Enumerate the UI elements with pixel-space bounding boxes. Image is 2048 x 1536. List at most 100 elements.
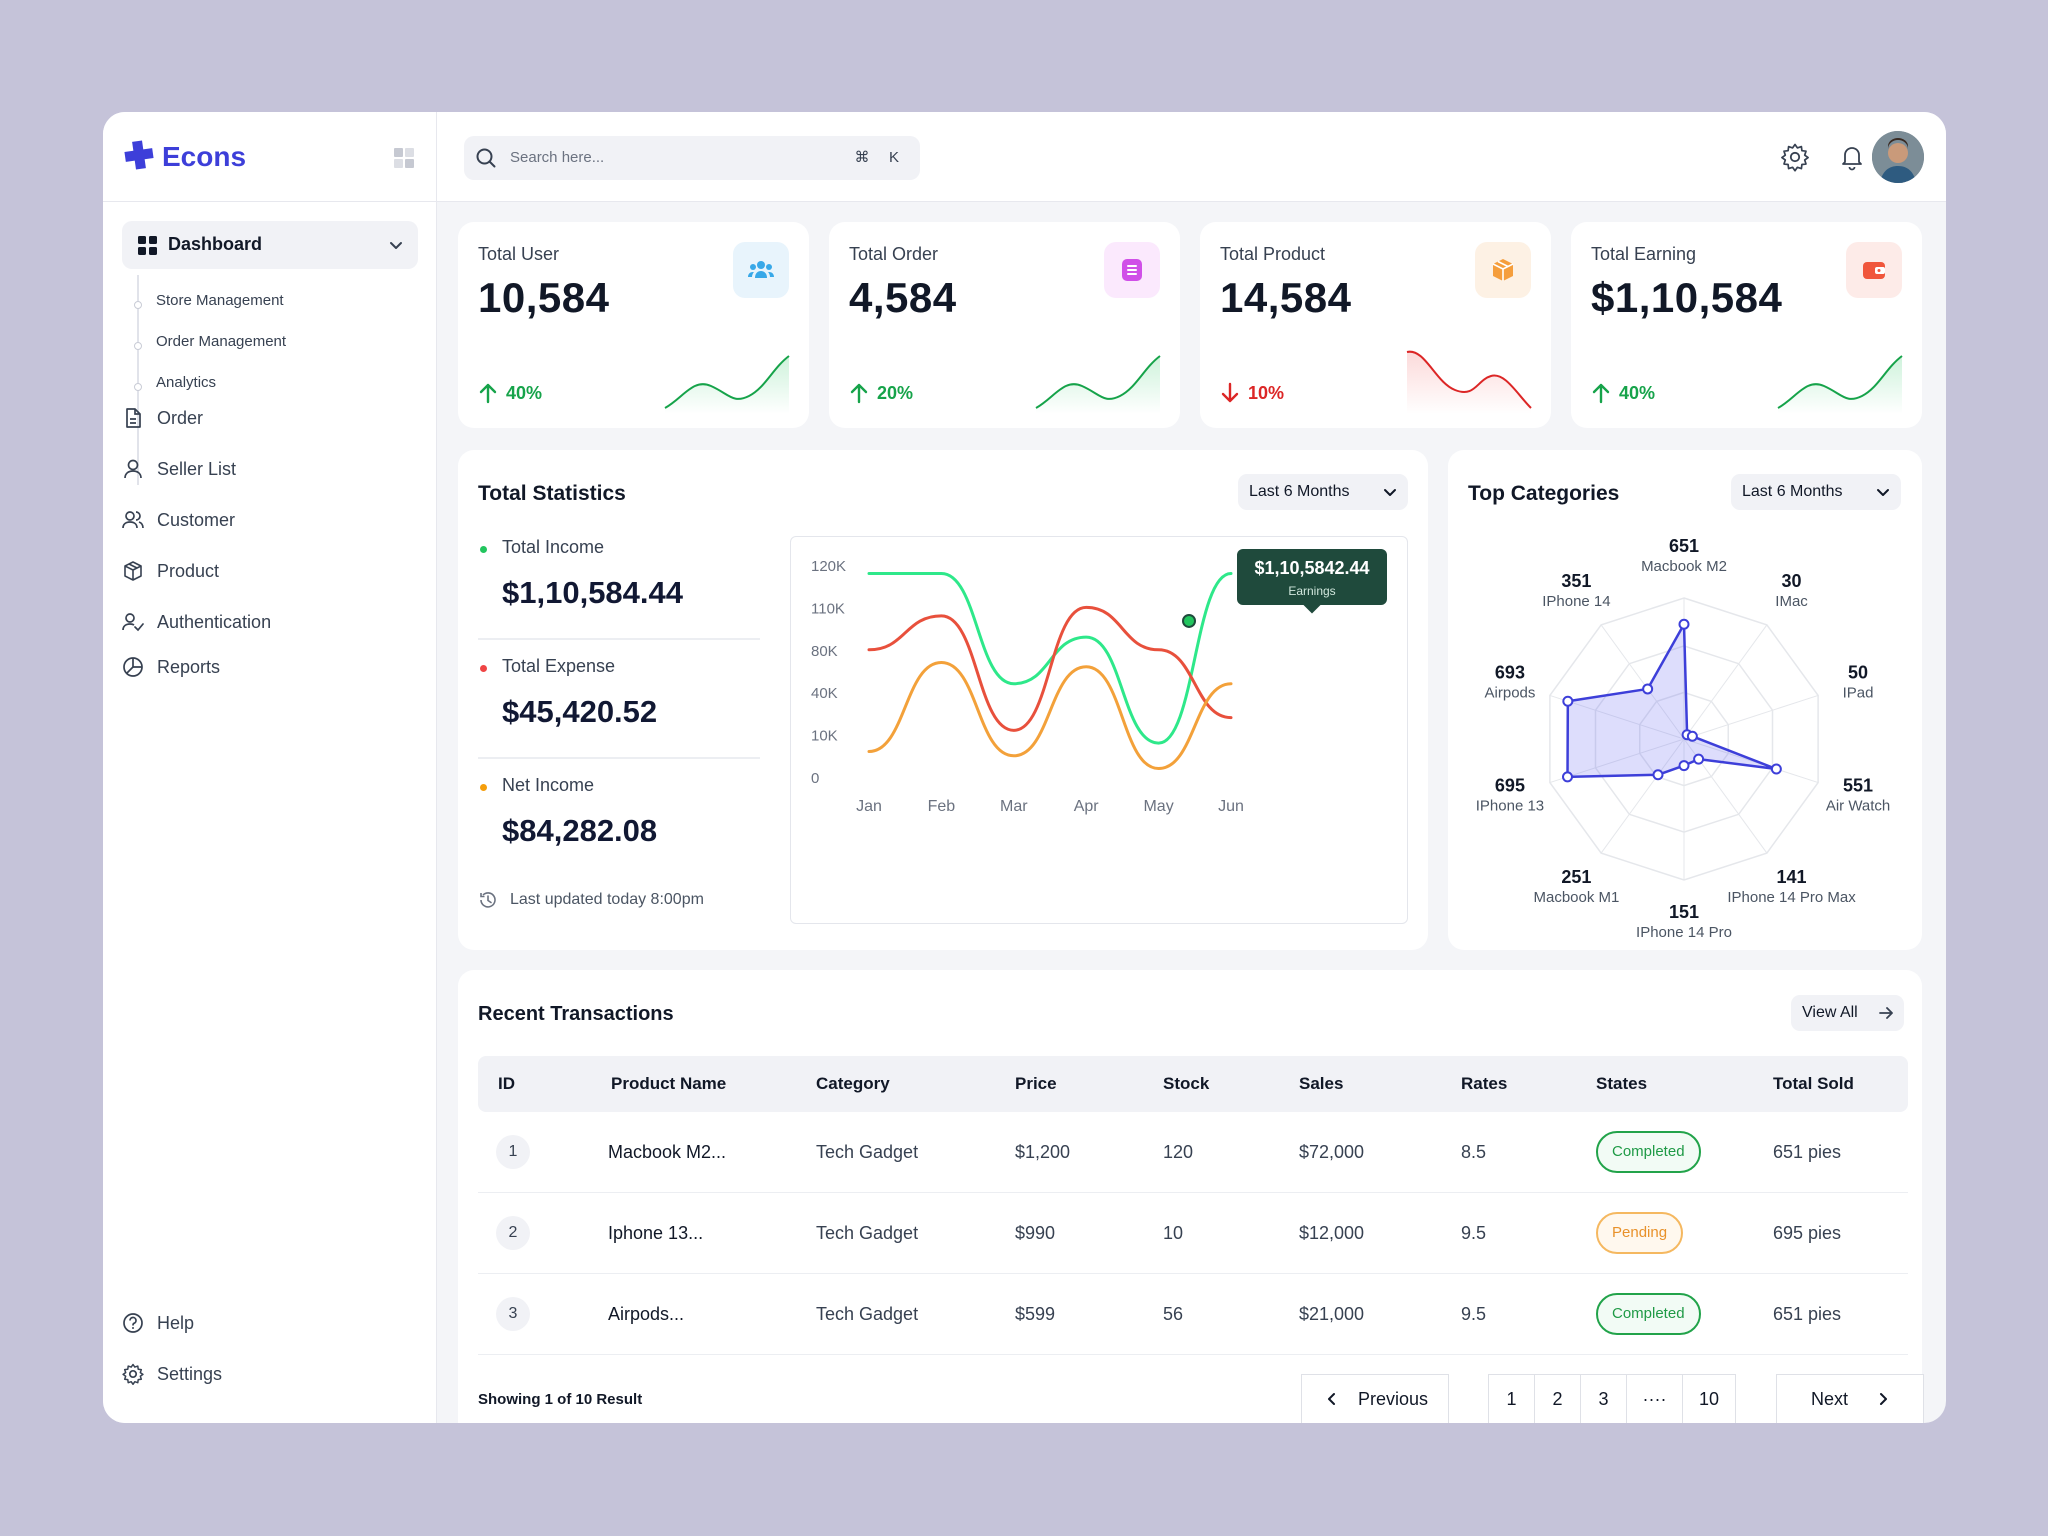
previous-label: Previous	[1358, 1389, 1429, 1409]
y-tick-label: 110K	[811, 600, 845, 617]
total-sold: 651 pies	[1773, 1142, 1842, 1162]
divider	[478, 638, 760, 640]
sidebar-item-store-management[interactable]: Store Management	[156, 292, 284, 309]
sidebar-item-label: Product	[157, 561, 220, 581]
page-ellipsis: ····	[1627, 1375, 1683, 1423]
radar-point	[1678, 618, 1690, 630]
column-header[interactable]: States	[1596, 1074, 1648, 1093]
stat-card-total-product[interactable]: Total Product 14,584 10%	[1200, 222, 1551, 428]
period-dropdown[interactable]: Last 6 Months	[1238, 474, 1408, 510]
page-button[interactable]: 10	[1698, 1389, 1720, 1409]
sidebar-item-authentication[interactable]: Authentication	[122, 607, 412, 637]
users-icon	[122, 511, 144, 529]
column-header[interactable]: Total Sold	[1773, 1074, 1854, 1093]
column-header[interactable]: Category	[816, 1074, 890, 1093]
x-tick-label: May	[1143, 798, 1173, 815]
radar-value-label: 693	[1495, 662, 1525, 682]
view-all-button[interactable]: View All	[1791, 995, 1904, 1031]
period-dropdown[interactable]: Last 6 Months	[1731, 474, 1901, 510]
page-button[interactable]: 3	[1581, 1375, 1627, 1423]
search-placeholder: Search here...	[510, 149, 605, 166]
stat-title: Total Product	[1220, 244, 1326, 264]
submenu-dot	[134, 342, 142, 350]
series-line	[867, 605, 1233, 732]
settings-gear-icon[interactable]	[1780, 142, 1810, 172]
sidebar-item-customer[interactable]: Customer	[122, 505, 412, 535]
status-badge: Pending	[1596, 1212, 1684, 1254]
radar-value-label: 151	[1669, 902, 1699, 922]
status-badge: Completed	[1596, 1293, 1701, 1335]
radar-point	[1652, 769, 1664, 781]
sales: $72,000	[1299, 1142, 1365, 1162]
stock: 120	[1163, 1142, 1194, 1162]
dropdown-label: Last 6 Months	[1249, 483, 1350, 500]
sidebar-item-settings[interactable]: Settings	[122, 1359, 412, 1389]
radar-point	[1562, 771, 1574, 783]
radar-spoke	[1600, 624, 1685, 740]
stat-title: Total Earning	[1591, 244, 1697, 264]
brand-logo-icon[interactable]	[122, 138, 156, 172]
sidebar-item-order-management[interactable]: Order Management	[156, 333, 287, 350]
stat-card-total-order[interactable]: Total Order 4,584 20%	[829, 222, 1180, 428]
column-header[interactable]: ID	[498, 1074, 515, 1093]
shortcut-mod-key: ⌘	[854, 149, 870, 166]
next-button[interactable]: Next	[1776, 1374, 1924, 1423]
stat-card-total-earning[interactable]: Total Earning $1,10,584 40%	[1571, 222, 1922, 428]
sidebar-item-dashboard[interactable]: Dashboard	[122, 221, 418, 269]
price: $1,200	[1015, 1142, 1071, 1162]
stat-value: 10,584	[478, 274, 610, 321]
layout-toggle-icon[interactable]	[393, 147, 415, 169]
bell-icon[interactable]	[1837, 142, 1867, 172]
sparkline-chart	[1035, 355, 1161, 414]
sidebar-item-reports[interactable]: Reports	[122, 652, 412, 682]
pie-chart-icon	[123, 657, 143, 677]
legend-dot	[480, 665, 487, 672]
product-name: Macbook M2...	[608, 1142, 727, 1162]
sidebar-item-analytics[interactable]: Analytics	[156, 374, 217, 391]
sidebar-item-product[interactable]: Product	[122, 556, 412, 586]
submenu-dot	[134, 383, 142, 391]
radar-category-label: IPhone 14 Pro Max	[1727, 889, 1856, 906]
stat-title: Total Order	[849, 244, 939, 264]
sidebar-item-order[interactable]: Order	[122, 403, 412, 433]
stat-card-total-user[interactable]: Total User 10,584 40%	[458, 222, 809, 428]
stat-value: 4,584	[849, 274, 957, 321]
rate: 9.5	[1461, 1304, 1487, 1324]
search-input[interactable]: Search here... ⌘ K	[464, 136, 920, 180]
product-name: Iphone 13...	[608, 1223, 704, 1243]
radar-spoke	[1683, 624, 1768, 740]
table-row[interactable]: 2 Iphone 13... Tech Gadget $990 10 $12,0…	[478, 1193, 1908, 1274]
y-tick-label: 10K	[811, 728, 838, 745]
section-title: Top Categories	[1468, 482, 1620, 505]
sidebar-item-help[interactable]: Help	[122, 1308, 412, 1338]
column-header[interactable]: Price	[1015, 1074, 1057, 1093]
radar-value-label: 351	[1561, 571, 1591, 591]
x-tick-label: Feb	[928, 798, 956, 815]
column-header[interactable]: Stock	[1163, 1074, 1210, 1093]
y-tick-label: 0	[811, 770, 819, 787]
column-header[interactable]: Product Name	[611, 1074, 727, 1093]
sparkline-chart	[664, 355, 790, 414]
status-badge: Completed	[1596, 1131, 1701, 1173]
page-button[interactable]: 2	[1535, 1375, 1581, 1423]
table-row[interactable]: 1 Macbook M2... Tech Gadget $1,200 120 $…	[478, 1112, 1908, 1193]
line-chart-svg: 0 10K 40K 80K 110K 120K Jan Feb Mar Apr May Jun	[811, 558, 1244, 815]
sidebar-item-label: Reports	[157, 657, 221, 677]
user-icon	[124, 459, 142, 479]
chevron-down-icon	[1877, 489, 1889, 496]
y-tick-label: 80K	[811, 643, 838, 660]
page-button[interactable]: 1	[1489, 1375, 1535, 1423]
divider	[478, 757, 760, 759]
avatar[interactable]	[1872, 131, 1924, 183]
column-header[interactable]: Sales	[1299, 1074, 1344, 1093]
table-row[interactable]: 3 Airpods... Tech Gadget $599 56 $21,000…	[478, 1274, 1908, 1355]
stat-value: $1,10,584	[1591, 274, 1783, 321]
section-title: Total Statistics	[478, 482, 626, 505]
radar-point	[1686, 730, 1698, 742]
row-id: 2	[496, 1216, 530, 1250]
column-header[interactable]: Rates	[1461, 1074, 1508, 1093]
pagination: 1 2 3 ···· 10	[1488, 1374, 1736, 1423]
box-icon	[1492, 259, 1514, 281]
previous-button[interactable]: Previous	[1301, 1374, 1449, 1423]
sidebar-item-seller-list[interactable]: Seller List	[122, 454, 412, 484]
